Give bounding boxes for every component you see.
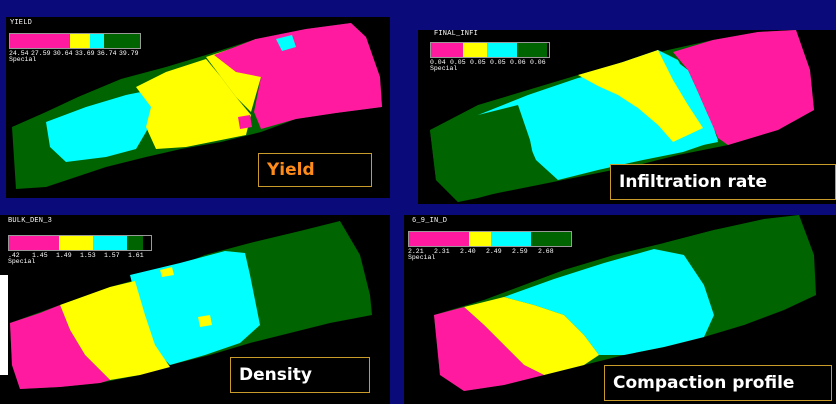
density-caption-text: Density [239,365,312,385]
infiltration-legend-swatches [430,42,550,58]
yield-map-panel: YIELD 24.54 27.59 30.64 33.69 36.74 39.7… [6,17,390,198]
legend-tick: 27.59 [31,50,51,57]
legend-tick: 2.31 [434,248,450,255]
infiltration-legend-special: Special [430,65,458,72]
legend-tick: 0.05 [490,59,506,66]
legend-tick: 1.45 [32,252,48,259]
yield-map-title: YIELD [10,19,33,27]
compaction-legend-swatches [408,231,572,247]
legend-swatch-cyan [487,43,517,57]
infiltration-map-panel: FINAL_INFI 0.04 0.05 0.05 0.05 0.06 0.06… [418,30,836,204]
yield-caption-text: Yield [267,160,315,180]
yield-legend: 24.54 27.59 30.64 33.69 36.74 39.79 Spec… [9,33,141,63]
legend-tick: 1.53 [80,252,96,259]
compaction-map-panel: 6_9_IN_D 2.21 2.31 2.40 2.49 2.59 2.68 S… [404,215,836,404]
density-legend-ticks: .42 1.45 1.49 1.53 1.57 1.61 [8,252,152,259]
density-legend-special: Special [8,258,36,265]
compaction-legend: 2.21 2.31 2.40 2.49 2.59 2.68 Special [408,231,572,261]
density-map-title: BULK_DEN_3 [8,217,53,225]
legend-swatch-magenta [431,43,463,57]
infiltration-legend-ticks: 0.04 0.05 0.05 0.05 0.06 0.06 [430,59,550,66]
legend-tick: .42 [8,252,20,259]
legend-tick: 0.05 [450,59,466,66]
legend-tick: 2.21 [408,248,424,255]
compaction-caption: Compaction profile [604,365,832,401]
legend-swatch-yellow [70,34,90,48]
infiltration-legend: 0.04 0.05 0.05 0.05 0.06 0.06 Special [430,42,550,72]
legend-swatch-green [517,43,547,57]
legend-swatch-magenta [9,236,59,250]
yield-legend-special: Special [9,56,37,63]
density-field-map [10,221,372,389]
yield-field-map [12,23,382,189]
legend-swatch-green [531,232,571,246]
legend-tick: 36.74 [97,50,117,57]
legend-tick: 2.49 [486,248,502,255]
legend-swatch-green [104,34,140,48]
infiltration-field-map [430,30,814,202]
legend-tick: 2.59 [512,248,528,255]
compaction-legend-special: Special [408,254,436,261]
compaction-map-title: 6_9_IN_D [412,217,448,225]
compaction-field-map [434,215,816,391]
white-edge-strip [0,275,8,375]
legend-tick: 0.04 [430,59,446,66]
legend-tick: 39.79 [119,50,139,57]
density-legend-swatches [8,235,152,251]
compaction-caption-text: Compaction profile [613,373,795,393]
legend-tick: 1.49 [56,252,72,259]
infiltration-map-title: FINAL_INFI [434,30,479,38]
legend-tick: 0.06 [510,59,526,66]
legend-tick: 2.68 [538,248,554,255]
yield-caption: Yield [258,153,372,187]
legend-tick: 24.54 [9,50,29,57]
compaction-legend-ticks: 2.21 2.31 2.40 2.49 2.59 2.68 [408,248,572,255]
legend-tick: 2.40 [460,248,476,255]
legend-tick: 33.69 [75,50,95,57]
legend-swatch-magenta [10,34,70,48]
legend-tick: 1.57 [104,252,120,259]
legend-tick: 1.61 [128,252,144,259]
density-map-panel: BULK_DEN_3 .42 1.45 1.49 1.53 1.57 1.61 … [0,215,390,404]
infiltration-caption: Infiltration rate [610,164,836,200]
legend-tick: 30.64 [53,50,73,57]
density-legend: .42 1.45 1.49 1.53 1.57 1.61 Special [8,235,152,265]
infiltration-caption-text: Infiltration rate [619,172,768,192]
legend-swatch-cyan [491,232,531,246]
legend-swatch-cyan [93,236,127,250]
legend-swatch-yellow [463,43,487,57]
legend-tick: 0.06 [530,59,546,66]
yield-legend-swatches [9,33,141,49]
legend-swatch-green [127,236,143,250]
legend-swatch-magenta [409,232,469,246]
legend-swatch-yellow [469,232,491,246]
legend-swatch-cyan [90,34,104,48]
legend-swatch-yellow [59,236,93,250]
density-caption: Density [230,357,370,393]
legend-tick: 0.05 [470,59,486,66]
yield-legend-ticks: 24.54 27.59 30.64 33.69 36.74 39.79 [9,50,141,57]
